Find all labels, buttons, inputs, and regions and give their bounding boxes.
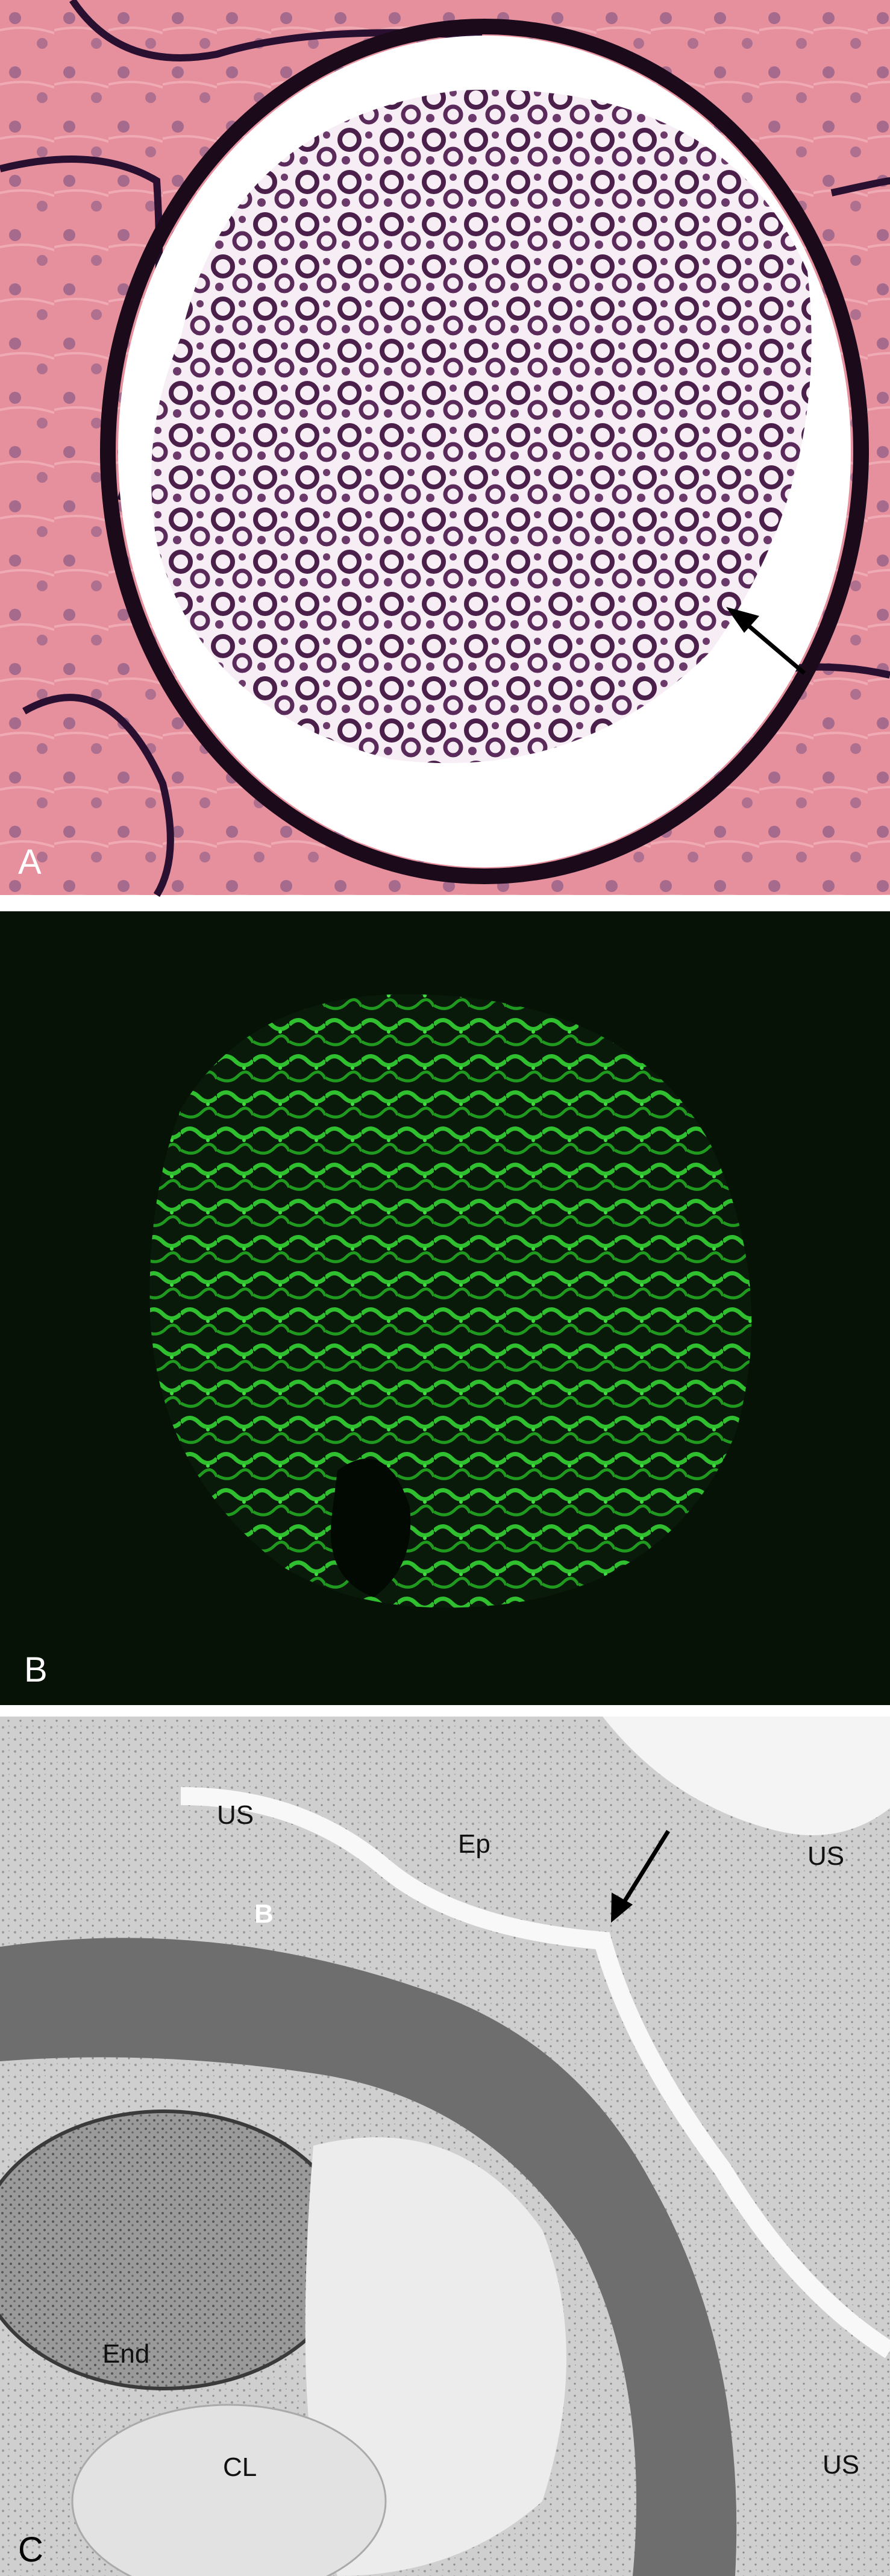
annotation: US (823, 2450, 859, 2480)
arrow (726, 607, 806, 675)
annotation: Ep (458, 1829, 490, 1859)
panel-c: US Ep US B End CL US C (0, 1717, 890, 2576)
panel-a: A (0, 0, 890, 897)
panel-b: B (0, 911, 890, 1705)
annotation: US (807, 1841, 844, 1871)
panel-label: B (24, 1650, 48, 1689)
glomerulus-fluorescence (149, 994, 752, 1608)
bowman-capsule (100, 19, 869, 884)
annotation: CL (223, 2452, 257, 2482)
panel-label: A (18, 843, 42, 882)
basement-membrane-deposits (0, 1938, 737, 2576)
annotation: End (102, 2339, 149, 2369)
glomerular-tuft (151, 89, 812, 764)
urinary-space (603, 1717, 890, 1835)
dark-region (330, 1459, 411, 1597)
panel-label: C (18, 2530, 43, 2569)
arrow (611, 1830, 670, 1923)
annotation: US (217, 1800, 254, 1830)
urinary-space-channel (180, 1787, 890, 2358)
endothelial-nucleus (0, 2109, 353, 2390)
annotation: B (254, 1899, 274, 1929)
red-cell (71, 2404, 387, 2576)
